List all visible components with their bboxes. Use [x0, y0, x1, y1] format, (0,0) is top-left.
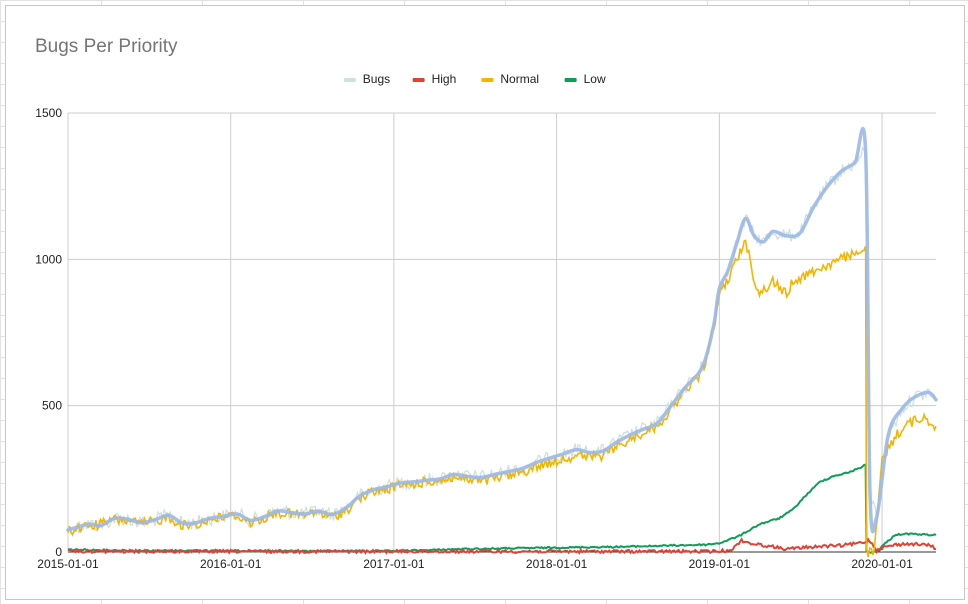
- legend-item-normal: Normal: [481, 72, 539, 86]
- legend-swatch: [343, 78, 356, 82]
- x-tick-label: 2018-01-01: [526, 557, 588, 571]
- y-tick-label: 500: [42, 399, 62, 413]
- x-tick-label: 2017-01-01: [363, 557, 425, 571]
- legend-item-low: Low: [564, 72, 606, 86]
- legend-label: Bugs: [363, 72, 390, 86]
- legend-item-high: High: [412, 72, 457, 86]
- chart-title: Bugs Per Priority: [35, 36, 178, 57]
- series-trendline-bugs: [66, 127, 938, 534]
- legend-swatch: [564, 78, 577, 82]
- legend-label: Normal: [500, 72, 539, 86]
- legend-label: Low: [584, 72, 606, 86]
- legend-item-bugs: Bugs: [343, 72, 390, 86]
- legend-swatch: [481, 78, 494, 82]
- line-chart: 0 500 1000 1500 2015-01-01 2016-01-01 2017-01-…: [35, 72, 938, 571]
- y-tick-label: 1500: [35, 106, 62, 120]
- chart-container[interactable]: Bugs Per Priority 0 500 1000 1500 2015-01-01…: [5, 5, 965, 600]
- x-tick-label: 2016-01-01: [200, 557, 262, 571]
- x-tick-label: 2020-01-01: [851, 557, 913, 571]
- legend-label: High: [432, 72, 457, 86]
- series-line-bugs: [67, 145, 937, 538]
- series-line-normal: [67, 239, 937, 558]
- y-tick-label: 0: [55, 545, 62, 559]
- x-tick-label: 2019-01-01: [689, 557, 751, 571]
- legend-swatch: [412, 78, 425, 82]
- series-line-high: [68, 537, 937, 555]
- series-line-low: [67, 463, 937, 554]
- x-tick-label: 2015-01-01: [37, 557, 99, 571]
- y-tick-label: 1000: [35, 252, 62, 266]
